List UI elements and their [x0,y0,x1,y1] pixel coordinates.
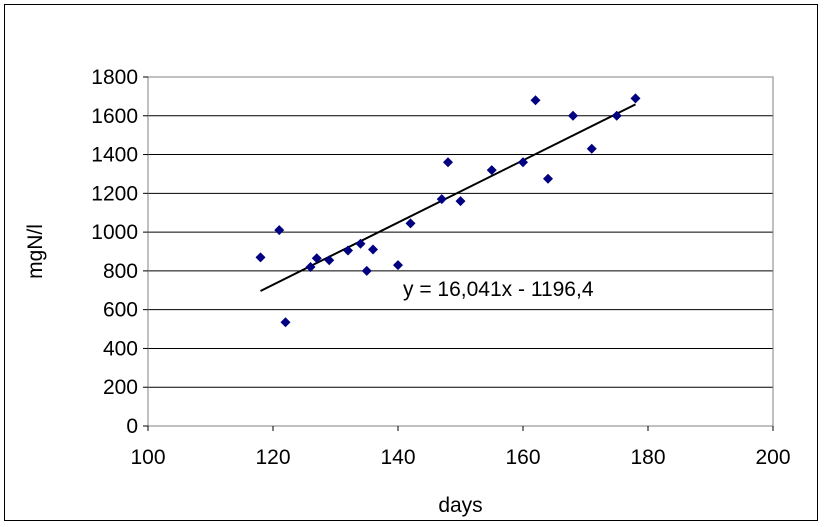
data-point [586,143,597,154]
y-axis-ticks: 0 200 400 600 800 1000 1200 1400 1600 1800 [91,66,148,438]
plot-area [147,76,774,427]
x-tick-label: 200 [755,446,790,469]
y-tick-label: 1200 [91,182,138,205]
y-tick-label: 200 [103,376,138,399]
data-point [436,194,447,205]
data-point [274,225,285,236]
x-tick-label: 180 [630,446,665,469]
data-point [368,244,378,255]
data-point [361,265,372,276]
chart-frame [4,4,818,521]
x-axis-ticks: 100 120 140 160 180 200 [130,426,791,469]
x-tick-label: 140 [380,446,415,469]
data-point [630,93,641,104]
x-tick-label: 160 [505,446,540,469]
data-points [255,93,641,328]
gridlines [148,76,773,427]
data-point [405,218,416,229]
data-point [393,260,403,271]
y-tick-label: 1000 [91,221,138,244]
data-point [311,253,322,264]
y-tick-label: 400 [103,337,138,360]
data-point [455,196,466,207]
data-point [443,157,453,168]
data-point [280,317,291,328]
y-axis-title: mgN/l [24,224,47,279]
data-point [486,165,497,176]
y-tick-label: 0 [126,415,138,438]
x-tick-label: 100 [130,446,165,469]
data-point [530,95,541,106]
y-tick-label: 1800 [91,66,138,89]
data-point [305,262,316,273]
y-tick-label: 800 [103,260,138,283]
data-point [255,252,266,263]
trendline-equation: y = 16,041x - 1196,4 [403,278,594,301]
data-point [355,238,366,249]
data-point [324,255,335,266]
y-tick-label: 1400 [91,144,138,167]
data-point [343,245,353,256]
trendline [260,103,636,292]
y-tick-label: 600 [103,299,138,322]
y-tick-label: 1600 [91,105,138,128]
data-point [568,110,578,121]
data-point [543,173,553,184]
x-axis-title: days [438,494,482,517]
data-point [518,157,528,168]
data-point [611,110,622,121]
x-tick-label: 120 [255,446,290,469]
